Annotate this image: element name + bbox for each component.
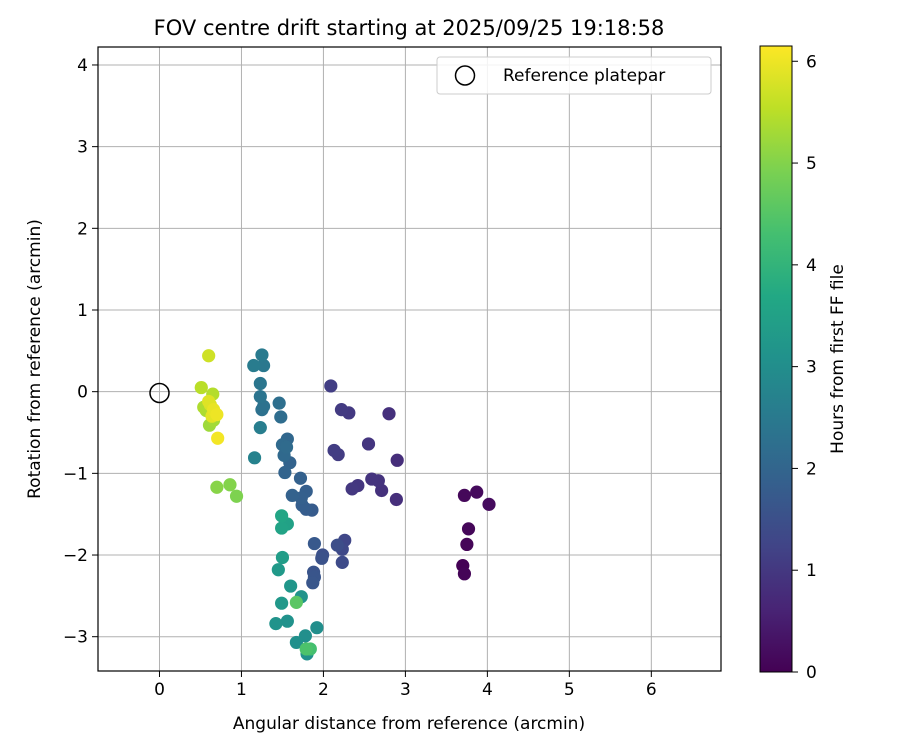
scatter-point xyxy=(253,421,267,435)
colorbar: 0 1 2 3 4 5 6 Hours from first FF file xyxy=(759,45,848,683)
scatter-point xyxy=(275,521,289,535)
colorbar-tick-label: 3 xyxy=(806,358,817,378)
scatter-point xyxy=(482,497,496,511)
scatter-point xyxy=(279,440,294,454)
x-tick-label: 1 xyxy=(236,680,247,700)
x-tick-label: 6 xyxy=(646,680,657,700)
scatter-point xyxy=(345,482,359,496)
scatter-point xyxy=(247,451,262,465)
x-axis-label: Angular distance from reference (arcmin) xyxy=(233,714,585,734)
scatter-point xyxy=(361,437,376,451)
scatter-point xyxy=(327,443,341,458)
scatter-point xyxy=(253,389,267,404)
scatter-point xyxy=(289,595,303,609)
scatter-point xyxy=(285,488,299,502)
x-tick-label: 3 xyxy=(400,680,411,700)
colorbar-tick-label: 1 xyxy=(806,561,817,581)
scatter-point xyxy=(194,380,208,395)
colorbar-tick-label: 5 xyxy=(806,154,817,174)
y-tick-label: 0 xyxy=(77,383,88,403)
scatter-point xyxy=(278,465,292,480)
scatter-point xyxy=(229,489,244,503)
scatter-point xyxy=(253,376,267,391)
colorbar-ticks: 0 1 2 3 4 5 6 xyxy=(792,52,817,683)
y-tick-label: 4 xyxy=(77,56,88,76)
reference-platepar-marker xyxy=(149,382,170,404)
colorbar-tick-label: 2 xyxy=(806,459,817,479)
colorbar-tick-label: 4 xyxy=(806,256,817,276)
colorbar-gradient xyxy=(759,45,793,673)
grid-lines xyxy=(98,47,721,671)
y-axis-ticks: −3 −2 −1 0 1 2 3 4 xyxy=(63,56,98,648)
scatter-point xyxy=(461,522,476,536)
scatter-point xyxy=(210,407,224,422)
scatter-point xyxy=(289,635,303,650)
scatter-point xyxy=(293,471,308,485)
scatter-point xyxy=(275,509,289,523)
y-tick-label: 2 xyxy=(77,219,88,239)
scatter-point xyxy=(457,567,472,581)
x-tick-label: 5 xyxy=(564,680,575,700)
x-tick-label: 0 xyxy=(154,680,165,700)
colorbar-tick-label: 0 xyxy=(806,663,817,683)
scatter-point xyxy=(315,551,329,565)
scatter-point xyxy=(280,614,294,628)
y-axis-label: Rotation from reference (arcmin) xyxy=(25,219,45,499)
scatter-point xyxy=(274,410,288,424)
scatter-point xyxy=(460,537,474,552)
scatter-point xyxy=(223,478,237,492)
scatter-point xyxy=(272,396,286,410)
scatter-point xyxy=(334,403,349,417)
scatter-point xyxy=(202,349,216,363)
scatter-point xyxy=(389,492,403,507)
scatter-point xyxy=(299,642,313,656)
scatter-point xyxy=(382,407,396,421)
scatter-point xyxy=(210,480,224,494)
scatter-point xyxy=(211,431,225,445)
chart-title: FOV centre drift starting at 2025/09/25 … xyxy=(154,16,665,40)
scatter-point xyxy=(365,472,379,486)
scatter-point xyxy=(306,576,320,590)
legend-marker-icon xyxy=(454,65,476,86)
scatter-point xyxy=(457,488,472,502)
y-tick-label: −2 xyxy=(63,546,88,566)
y-tick-label: −1 xyxy=(63,464,88,484)
legend-entry-reference-platepar: Reference platepar xyxy=(503,66,665,86)
colorbar-tick-label: 6 xyxy=(806,52,817,72)
scatter-point xyxy=(275,550,290,565)
y-tick-label: 1 xyxy=(77,301,88,321)
scatter-point xyxy=(307,536,322,551)
data-points xyxy=(194,348,496,661)
plot-frame xyxy=(97,46,722,672)
x-tick-label: 4 xyxy=(482,680,493,700)
scatter-point xyxy=(284,579,298,593)
scatter-point xyxy=(269,617,283,631)
y-tick-label: −3 xyxy=(63,628,88,648)
scatter-point xyxy=(335,555,349,569)
x-tick-label: 2 xyxy=(318,680,329,700)
scatter-point xyxy=(330,538,344,552)
scatter-point xyxy=(470,485,484,499)
scatter-point xyxy=(255,348,269,362)
scatter-point xyxy=(324,379,338,393)
scatter-point xyxy=(256,358,271,373)
scatter-point xyxy=(247,358,261,373)
scatter-point xyxy=(390,453,404,467)
colorbar-label: Hours from first FF file xyxy=(828,264,848,454)
scatter-point xyxy=(275,596,289,610)
legend-box xyxy=(436,56,712,95)
legend: Reference platepar xyxy=(436,56,712,95)
scatter-point xyxy=(271,563,285,577)
x-axis-ticks: 0 1 2 3 4 5 6 xyxy=(154,671,657,700)
scatter-point xyxy=(310,621,324,635)
y-tick-label: 3 xyxy=(77,138,88,158)
